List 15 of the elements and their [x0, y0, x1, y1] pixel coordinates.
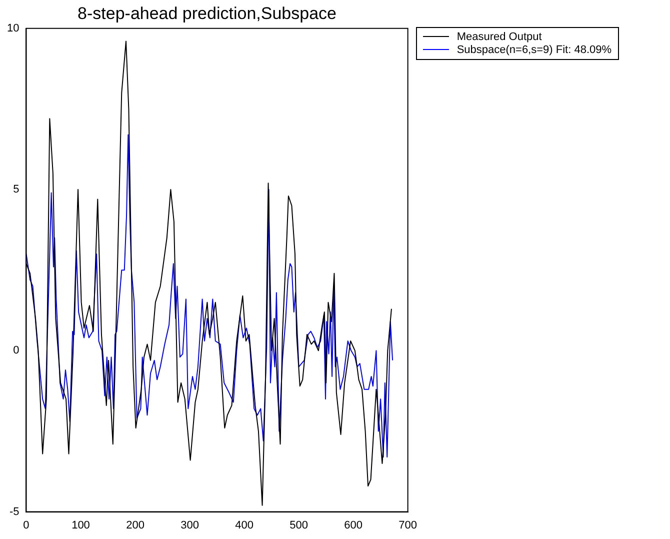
y-tick-label: 0 — [13, 344, 20, 357]
chart-title: 8-step-ahead prediction,Subspace — [78, 4, 336, 23]
y-tick-label: 10 — [6, 22, 20, 34]
legend-label: Subspace(n=6,s=9) Fit: 48.09% — [456, 44, 612, 56]
x-tick-label: 500 — [290, 519, 308, 532]
x-tick-label: 100 — [72, 519, 90, 532]
x-tick-label: 300 — [180, 519, 199, 532]
x-tick-label: 600 — [344, 519, 362, 532]
x-tick-label: 0 — [23, 519, 30, 532]
x-tick-label: 400 — [235, 519, 254, 532]
x-tick-label: 700 — [398, 519, 418, 532]
y-tick-label: -5 — [9, 506, 20, 518]
y-tick-label: 5 — [13, 184, 20, 196]
legend-label: Measured Output — [456, 30, 542, 43]
x-tick-label: 200 — [126, 519, 144, 532]
